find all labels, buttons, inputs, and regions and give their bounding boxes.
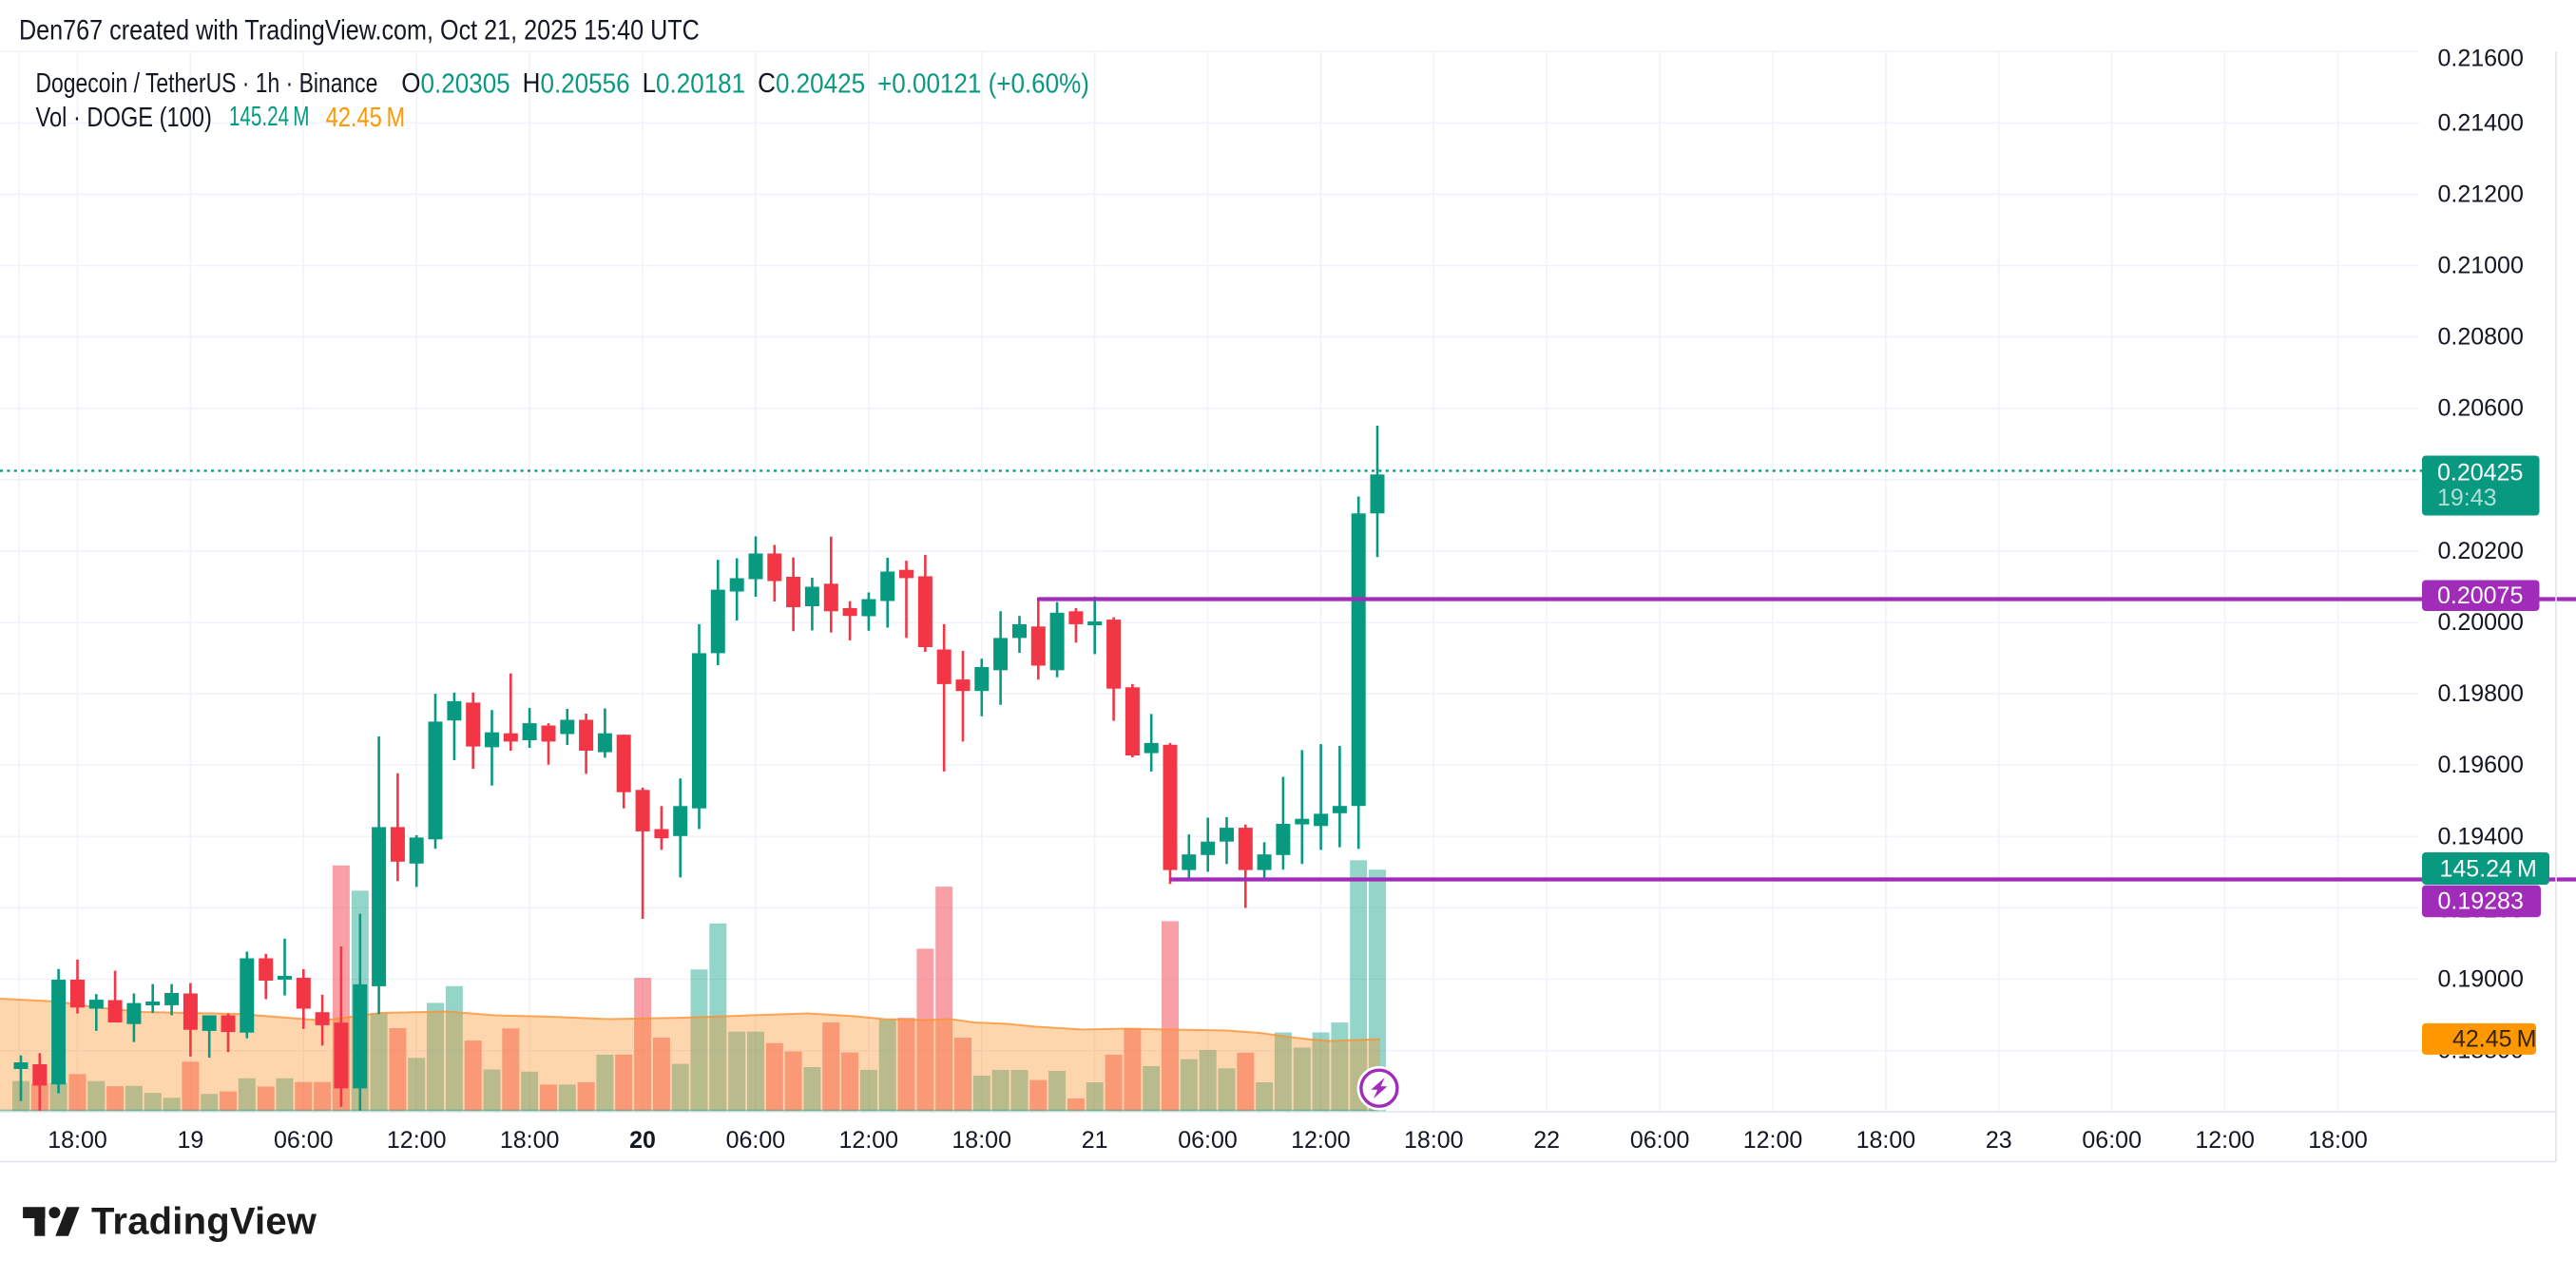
svg-text:12:00: 12:00 — [1743, 1127, 1803, 1154]
svg-text:0.20000: 0.20000 — [2438, 609, 2524, 636]
svg-text:0.21400: 0.21400 — [2438, 109, 2524, 136]
svg-text:22: 22 — [1533, 1127, 1560, 1154]
svg-text:12:00: 12:00 — [839, 1127, 899, 1154]
svg-text:TradingView: TradingView — [91, 1201, 317, 1243]
svg-text:0.20800: 0.20800 — [2438, 324, 2524, 351]
svg-text:0.21200: 0.21200 — [2438, 181, 2524, 207]
svg-text:18:00: 18:00 — [500, 1127, 560, 1154]
svg-text:0.20200: 0.20200 — [2438, 538, 2524, 564]
svg-text:19: 19 — [177, 1127, 203, 1154]
svg-text:18:00: 18:00 — [952, 1127, 1011, 1154]
svg-text:0.19400: 0.19400 — [2438, 823, 2524, 849]
svg-text:19:43: 19:43 — [2437, 485, 2497, 511]
svg-text:06:00: 06:00 — [274, 1127, 334, 1154]
svg-text:145.24 M: 145.24 M — [2440, 856, 2537, 883]
svg-text:18:00: 18:00 — [2308, 1127, 2368, 1154]
svg-text:0.21000: 0.21000 — [2438, 253, 2524, 279]
svg-text:06:00: 06:00 — [1178, 1127, 1238, 1154]
svg-text:0.20600: 0.20600 — [2438, 395, 2524, 422]
svg-text:21: 21 — [1082, 1127, 1108, 1154]
svg-text:0.20425: 0.20425 — [2437, 460, 2523, 487]
svg-text:42.45 M: 42.45 M — [326, 101, 406, 132]
svg-text:0.19000: 0.19000 — [2438, 966, 2524, 993]
svg-text:0.19800: 0.19800 — [2438, 680, 2524, 707]
svg-text:23: 23 — [1986, 1127, 2012, 1154]
svg-text:0.19283: 0.19283 — [2438, 888, 2524, 915]
svg-text:06:00: 06:00 — [1630, 1127, 1690, 1154]
svg-text:0.19600: 0.19600 — [2438, 752, 2524, 778]
svg-text:Den767 created with TradingVie: Den767 created with TradingView.com, Oct… — [19, 13, 700, 46]
svg-text:18:00: 18:00 — [1856, 1127, 1916, 1154]
svg-text:O0.20305 H0.20556 L0.20181 C0.: O0.20305 H0.20556 L0.20181 C0.20425 +0.0… — [401, 67, 1089, 99]
svg-text:42.45 M: 42.45 M — [2452, 1026, 2536, 1053]
svg-text:Dogecoin / TetherUS · 1h · Bin: Dogecoin / TetherUS · 1h · Binance — [36, 67, 378, 98]
svg-text:20: 20 — [629, 1127, 656, 1154]
svg-text:0.21600: 0.21600 — [2438, 46, 2524, 72]
svg-text:18:00: 18:00 — [1404, 1127, 1464, 1154]
svg-text:12:00: 12:00 — [2195, 1127, 2255, 1154]
svg-text:145.24 M: 145.24 M — [229, 102, 310, 132]
svg-text:18:00: 18:00 — [48, 1127, 107, 1154]
svg-text:12:00: 12:00 — [1291, 1127, 1351, 1154]
svg-text:0.20075: 0.20075 — [2437, 582, 2523, 609]
svg-text:Vol · DOGE (100): Vol · DOGE (100) — [36, 101, 212, 132]
svg-text:06:00: 06:00 — [2082, 1127, 2142, 1154]
svg-text:12:00: 12:00 — [387, 1127, 447, 1154]
svg-text:06:00: 06:00 — [726, 1127, 786, 1154]
